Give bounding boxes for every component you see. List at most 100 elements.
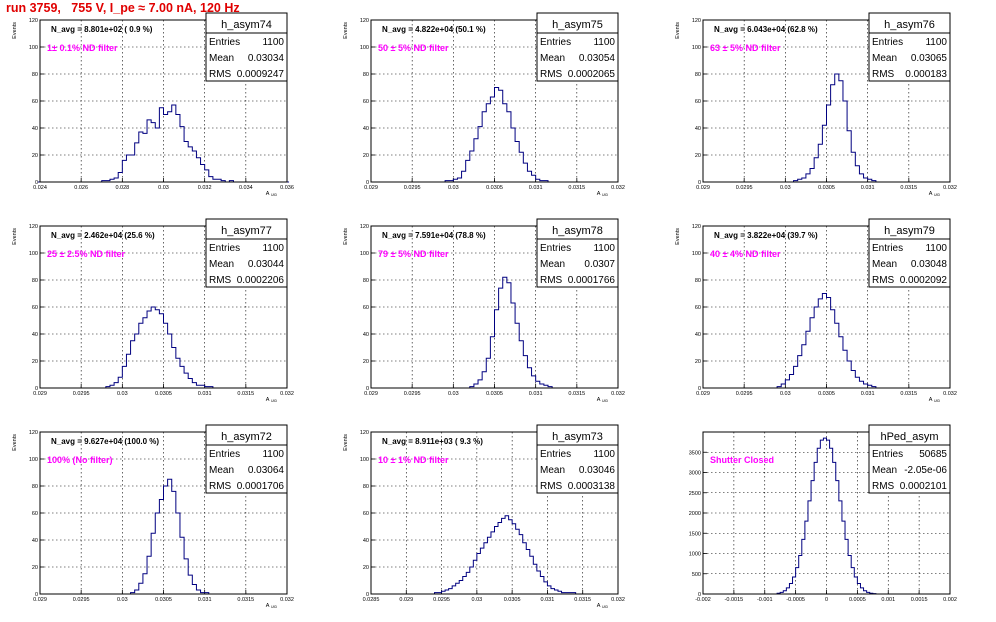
y-tick-label: 80 [363, 72, 369, 78]
histogram-line [371, 515, 618, 595]
x-tick-label: -0.0015 [725, 597, 744, 603]
x-tick-label: 0.032 [611, 185, 625, 191]
x-tick-label: 0.002 [943, 597, 957, 603]
x-tick-label: 0.0315 [574, 597, 591, 603]
x-axis-label: A UID [597, 191, 609, 197]
stats-value: 0.0003138 [568, 481, 616, 492]
y-tick-label: 0 [366, 386, 369, 392]
stats-value: 0.0002092 [900, 275, 948, 286]
x-tick-label: 0.0305 [818, 391, 835, 397]
y-tick-label: 20 [363, 359, 369, 365]
y-tick-label: 60 [363, 511, 369, 517]
stats-value: 0.0307 [584, 259, 615, 270]
stats-label: Mean [872, 53, 897, 64]
x-tick-label: 0.03 [448, 391, 459, 397]
x-tick-label: 0.0315 [568, 185, 585, 191]
x-tick-label: 0.001 [881, 597, 895, 603]
y-axis-label: Events [12, 228, 18, 245]
y-tick-label: 100 [692, 251, 701, 257]
y-axis-label: Events [675, 228, 681, 245]
histogram-panel: -0.002 -0.0015 -0.001 -0.0005 0 0.0005 0.001 0.… [689, 424, 957, 603]
y-tick-label: 80 [32, 72, 38, 78]
y-tick-label: 100 [360, 251, 369, 257]
y-tick-label: 120 [29, 18, 38, 24]
y-tick-label: 20 [695, 359, 701, 365]
x-tick-label: 0.0295 [736, 185, 753, 191]
y-tick-label: 80 [32, 278, 38, 284]
y-tick-label: 20 [695, 153, 701, 159]
stats-value: 1100 [925, 37, 947, 48]
y-tick-label: 120 [29, 224, 38, 230]
x-tick-label: 0.029 [399, 597, 413, 603]
y-tick-label: 60 [32, 99, 38, 105]
histogram-name: h_asym76 [884, 19, 935, 31]
y-tick-label: 80 [363, 278, 369, 284]
y-tick-label: 0 [366, 592, 369, 598]
n-avg-label: N_avg = 9.627e+04 (100.0 %) [51, 437, 159, 446]
x-tick-label: -0.001 [757, 597, 773, 603]
stats-value: 1100 [262, 243, 284, 254]
stats-box [205, 444, 288, 494]
histogram-panel: 0.029 0.0295 0.03 0.0305 0.031 0.0315 0.032 0 20… [12, 218, 294, 403]
filter-label: 25 ± 2.5% ND filter [47, 249, 125, 259]
x-tick-label: 0.032 [611, 597, 625, 603]
plot-frame [39, 431, 288, 595]
stats-label: Mean [540, 259, 565, 270]
histogram-name: h_asym78 [552, 225, 603, 237]
stats-value: 0.03044 [248, 259, 285, 270]
histogram-panel: 0.029 0.0295 0.03 0.0305 0.031 0.0315 0.032 0 20… [343, 218, 625, 403]
x-tick-label: 0 [825, 597, 828, 603]
stats-box [536, 444, 619, 494]
y-tick-label: 100 [360, 457, 369, 463]
y-tick-label: 0 [698, 592, 701, 598]
filter-label: 50 ± 5% ND filter [378, 43, 449, 53]
histogram-name: h_asym74 [221, 19, 272, 31]
histogram-name: h_asym75 [552, 19, 603, 31]
histogram-panel: 0.029 0.0295 0.03 0.0305 0.031 0.0315 0.032 0 20… [343, 12, 625, 197]
stats-label: RMS [540, 481, 563, 492]
x-tick-label: 0.0295 [404, 391, 421, 397]
x-axis-label: A UID [597, 603, 609, 609]
y-tick-label: 40 [32, 126, 38, 132]
n-avg-label: N_avg = 4.822e+04 (50.1 %) [382, 25, 486, 34]
y-tick-label: 0 [35, 386, 38, 392]
y-tick-label: 60 [32, 305, 38, 311]
y-tick-label: 120 [29, 430, 38, 436]
stats-value: 0.03046 [579, 465, 616, 476]
y-tick-label: 0 [698, 386, 701, 392]
y-tick-label: 500 [692, 572, 701, 578]
x-tick-label: 0.0305 [486, 391, 503, 397]
y-tick-label: 100 [692, 45, 701, 51]
y-tick-label: 20 [32, 153, 38, 159]
plot-frame [702, 19, 951, 183]
histogram-name: hPed_asym [880, 431, 938, 443]
x-tick-label: 0.0315 [237, 597, 254, 603]
histogram-line [37, 104, 290, 183]
stats-label: Entries [540, 243, 571, 254]
stats-box [868, 32, 951, 82]
y-axis-label: Events [343, 228, 349, 245]
n-avg-label: N_avg = 7.591e+04 (78.8 %) [382, 231, 486, 240]
x-tick-label: 0.0305 [486, 185, 503, 191]
x-tick-label: 0.0315 [900, 185, 917, 191]
x-tick-label: 0.026 [74, 185, 88, 191]
x-tick-label: 0.03 [780, 185, 791, 191]
y-tick-label: 60 [363, 99, 369, 105]
stats-value: 0.0002101 [900, 481, 948, 492]
x-tick-label: 0.031 [529, 185, 543, 191]
stats-label: RMS [872, 275, 895, 286]
y-axis-label: Events [343, 434, 349, 451]
y-tick-label: 40 [32, 538, 38, 544]
stats-value: 1100 [262, 37, 284, 48]
y-tick-label: 80 [32, 484, 38, 490]
y-tick-label: 40 [695, 332, 701, 338]
x-tick-label: 0.0305 [504, 597, 521, 603]
y-tick-label: 0 [35, 592, 38, 598]
stats-value: 1100 [593, 37, 615, 48]
y-tick-label: 60 [695, 305, 701, 311]
histogram-line [40, 306, 287, 389]
filter-label: 10 ± 1% ND filter [378, 455, 449, 465]
x-axis-label: A UID [929, 191, 941, 197]
x-tick-label: 0.0285 [363, 597, 380, 603]
